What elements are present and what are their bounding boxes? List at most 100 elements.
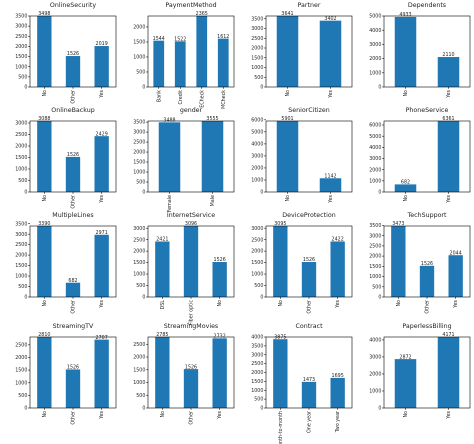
- chart-title: InternetService: [166, 212, 216, 219]
- y-tick-label: 3000: [369, 233, 381, 239]
- x-tick-label: Other: [71, 411, 77, 425]
- bar-other: [419, 265, 435, 297]
- data-label: 4933: [399, 12, 411, 18]
- plot-frame: [383, 225, 471, 298]
- x-tick-label: Other: [71, 195, 77, 209]
- y-tick-label: 1000: [15, 380, 27, 386]
- data-label: 3473: [392, 221, 404, 227]
- chart-title: gender: [179, 107, 203, 114]
- y-tick-label: 3500: [369, 223, 381, 229]
- y-tick-label: 5000: [251, 129, 263, 135]
- data-label: 6361: [442, 116, 454, 122]
- chart-panel-internetservice: InternetService 2421 DSL 3096 Fiber optic 152…: [133, 212, 235, 325]
- data-label: 1695: [332, 373, 344, 379]
- y-tick-label: 0: [24, 190, 27, 196]
- y-tick-label: 3000: [15, 232, 27, 238]
- y-tick-label: 2000: [133, 25, 145, 31]
- data-label: 3088: [38, 116, 50, 122]
- data-label: 3402: [324, 16, 336, 22]
- y-tick-label: 4000: [369, 145, 381, 151]
- data-label: 1526: [67, 365, 79, 371]
- x-tick-label: Yes: [446, 195, 452, 204]
- chart-title: DeviceProtection: [282, 212, 336, 219]
- x-tick-label: Yes: [328, 90, 334, 99]
- data-label: 1526: [421, 261, 433, 267]
- data-label: 1526: [214, 257, 226, 263]
- y-tick-label: 1500: [15, 155, 27, 161]
- chart-title: StreamingMovies: [163, 323, 219, 330]
- y-tick-label: 2000: [369, 56, 381, 62]
- data-label: 2971: [96, 230, 108, 236]
- y-tick-label: 1500: [15, 54, 27, 60]
- y-tick-label: 3500: [15, 221, 27, 227]
- chart-svg: 3498 No 1526 Other 2019 Yes 0 500 1000 1500 2000 25…: [15, 11, 117, 104]
- y-tick-label: 3000: [133, 130, 145, 136]
- data-label: 1526: [67, 152, 79, 158]
- bar-no: [37, 337, 52, 408]
- chart-title: MultipleLines: [52, 212, 94, 219]
- y-tick-label: 500: [254, 397, 263, 403]
- x-tick-label: No: [42, 195, 48, 202]
- chart-title: PhoneService: [405, 107, 449, 114]
- y-tick-label: 2000: [133, 355, 145, 361]
- plot-frame: [383, 120, 471, 193]
- data-label: 1522: [174, 37, 186, 43]
- chart-title: PaymentMethod: [165, 2, 217, 9]
- bar-other: [183, 369, 199, 408]
- y-tick-label: 0: [260, 85, 263, 91]
- y-tick-label: 0: [142, 295, 145, 301]
- y-tick-label: 1000: [369, 178, 381, 184]
- y-tick-label: 500: [136, 393, 145, 399]
- bar-mcheck: [217, 38, 229, 87]
- x-tick-label: Male: [210, 195, 216, 206]
- x-tick-label: Yes: [453, 300, 459, 309]
- bar-no: [276, 121, 299, 192]
- chart-svg: 5901 No 1142 Yes 0 1000 2000 3000 4000 5000 6000: [251, 116, 353, 204]
- y-tick-label: 2500: [251, 361, 263, 367]
- y-tick-label: 1000: [15, 64, 27, 70]
- chart-title: Contract: [295, 323, 323, 330]
- bar-yes: [437, 121, 460, 192]
- y-tick-label: 4000: [251, 335, 263, 341]
- data-label: 3498: [38, 11, 50, 17]
- y-tick-label: 500: [18, 74, 27, 80]
- data-label: 3390: [38, 221, 50, 227]
- chart-panel-streamingtv: StreamingTV 2810 No 1526 Other 2707 Yes 0 500 100…: [15, 323, 117, 425]
- y-tick-label: 4000: [369, 28, 381, 34]
- bar-echeck: [196, 16, 208, 87]
- bar-yes: [319, 178, 342, 192]
- data-label: 5901: [281, 116, 293, 122]
- chart-svg: 1544 Bank 1522 Credit 2365 ECheck 1612 MCheck 0 5…: [133, 11, 235, 109]
- data-label: 4171: [442, 332, 454, 338]
- y-tick-label: 3000: [15, 24, 27, 30]
- y-tick-label: 3500: [251, 16, 263, 22]
- y-tick-label: 3000: [133, 226, 145, 232]
- chart-svg: 3875 Month-to-month 1473 One year 1695 Two ye…: [251, 334, 353, 444]
- y-tick-label: 3000: [251, 352, 263, 358]
- chart-panel-onlinesecurity: OnlineSecurity 3498 No 1526 Other 2019 Yes 0 500…: [15, 2, 117, 104]
- y-tick-label: 2000: [251, 370, 263, 376]
- data-label: 1544: [153, 36, 165, 42]
- y-tick-label: 0: [378, 406, 381, 412]
- chart-title: OnlineBackup: [51, 107, 95, 114]
- x-tick-label: Yes: [217, 411, 223, 420]
- data-label: 3095: [274, 221, 286, 227]
- y-tick-label: 500: [254, 75, 263, 81]
- y-tick-label: 2500: [133, 140, 145, 146]
- bar-no: [276, 16, 299, 87]
- x-tick-label: Month-to-month: [278, 411, 284, 444]
- data-label: 2110: [442, 52, 454, 58]
- x-tick-label: Yes: [99, 411, 105, 420]
- y-tick-label: 3000: [369, 42, 381, 48]
- data-label: 1612: [217, 34, 229, 40]
- x-tick-label: Yes: [99, 300, 105, 309]
- x-tick-label: No: [403, 411, 409, 418]
- y-tick-label: 1500: [15, 263, 27, 269]
- data-label: 682: [68, 278, 77, 284]
- y-tick-label: 3500: [251, 343, 263, 349]
- y-tick-label: 1000: [251, 178, 263, 184]
- y-tick-label: 1500: [133, 367, 145, 373]
- y-tick-label: 3000: [251, 154, 263, 160]
- chart-svg: 682 No 6361 Yes 0 1000 2000 3000 4000 5000 6000: [369, 116, 471, 204]
